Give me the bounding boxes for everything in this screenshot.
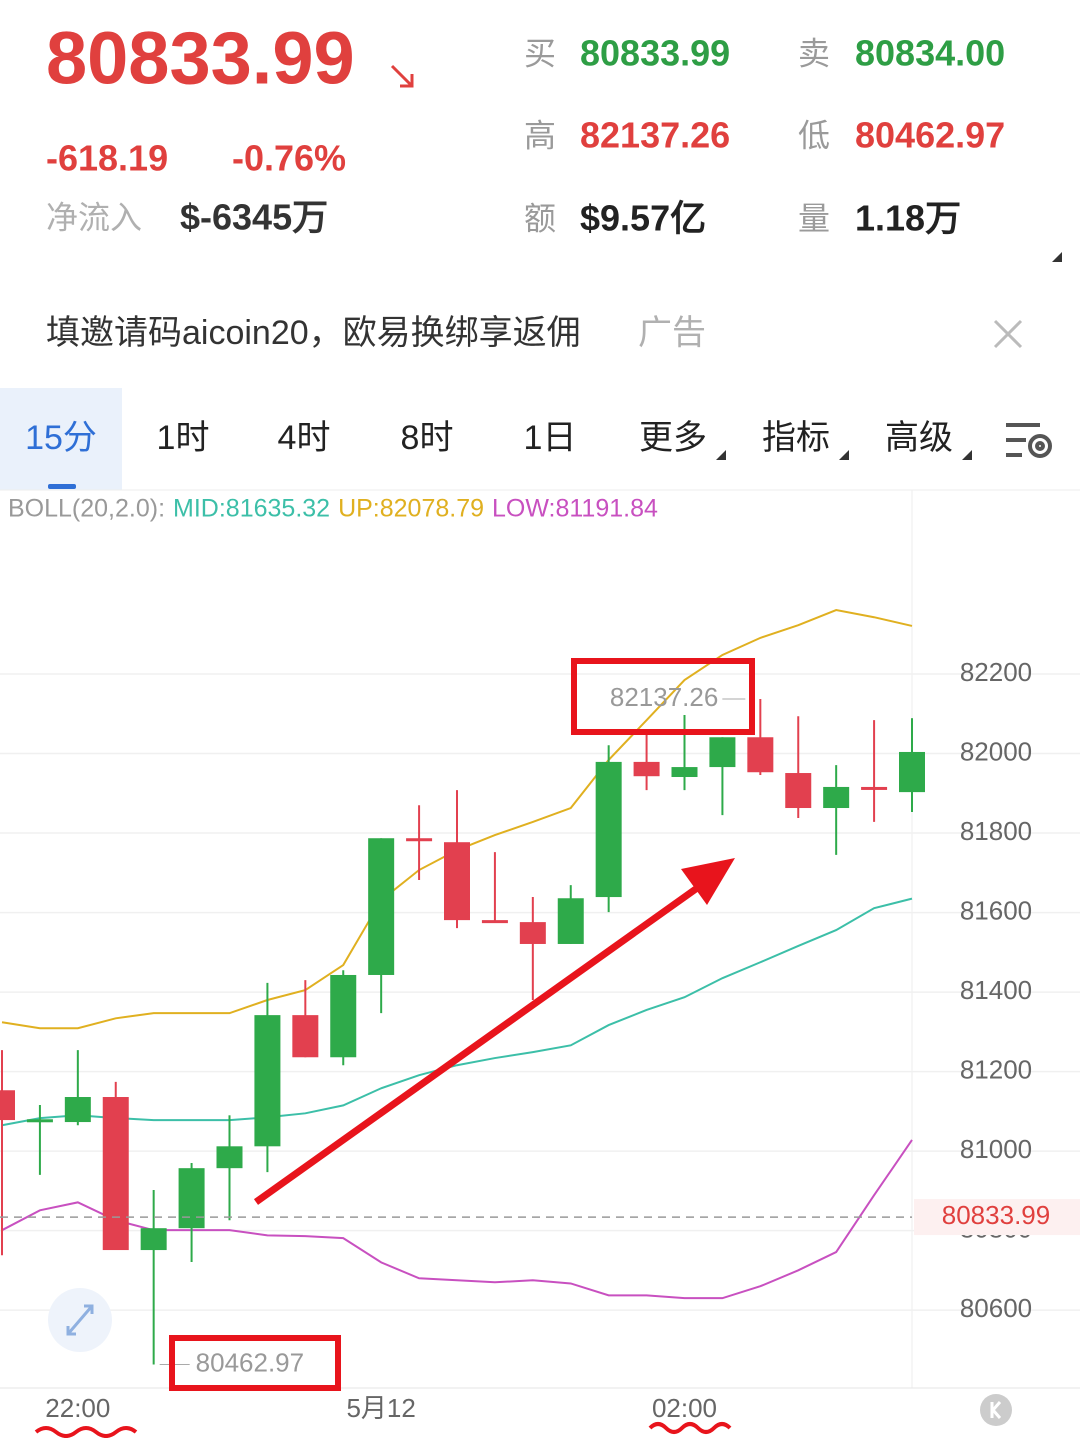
candle-body (216, 1146, 243, 1169)
high-label: 82137.26 (610, 682, 718, 712)
tab[interactable]: 15分 (25, 419, 97, 457)
last-price-label: 80833.99 (942, 1200, 1050, 1230)
low-label: 80462.97 (196, 1347, 304, 1377)
x-tick-label: 22:00 (45, 1393, 110, 1423)
legend-entry: UP:82078.79 (338, 495, 484, 523)
candle-body (0, 1090, 15, 1121)
candle-body (785, 773, 812, 809)
expand-button[interactable] (48, 1288, 112, 1352)
candle-body (481, 920, 508, 924)
candle-body (823, 786, 850, 809)
change: -618.19 (46, 138, 168, 179)
last-price-tag (914, 1199, 1080, 1236)
stat-value: 1.18万 (855, 198, 961, 239)
y-tick-label: 81600 (960, 895, 1032, 925)
tab[interactable]: 高级 (885, 419, 953, 457)
candle-body (102, 1097, 129, 1251)
trend-arrow-head (681, 858, 735, 905)
change-pct: -0.76% (232, 138, 346, 179)
candle-body (254, 1015, 281, 1147)
active-tab-bg (0, 388, 122, 490)
tab[interactable]: 8时 (401, 419, 454, 457)
candle-body (368, 838, 395, 975)
ad-tag: 广告 (638, 314, 706, 352)
candle-body (671, 767, 698, 778)
settings-button[interactable] (1006, 423, 1052, 458)
y-tick-label: 81200 (960, 1054, 1032, 1084)
price: 80833.99 (46, 17, 355, 100)
stat-label: 量 (798, 200, 830, 236)
candle-body (26, 1119, 53, 1123)
tab[interactable]: 更多 (639, 419, 707, 457)
underline-mark (34, 1426, 138, 1438)
x-tick-label: 02:00 (652, 1393, 717, 1423)
candle-body (519, 922, 546, 944)
stat-label: 高 (524, 117, 556, 153)
stat-label: 低 (798, 117, 830, 153)
y-tick-label: 82000 (960, 736, 1032, 766)
stat-value: $9.57亿 (580, 198, 706, 239)
active-tab-indicator (48, 484, 76, 489)
underline-mark (648, 1422, 732, 1434)
stat-label: 买 (524, 35, 556, 71)
highlight-box (169, 1335, 341, 1391)
y-tick-label: 80600 (960, 1293, 1032, 1323)
candle-body (140, 1228, 167, 1251)
y-tick-label: 82200 (960, 657, 1032, 687)
boll-line (1, 1139, 913, 1300)
candle-body (178, 1168, 205, 1229)
candle-body (64, 1097, 91, 1123)
corner-icon (1052, 252, 1062, 262)
tab[interactable]: 1日 (524, 419, 577, 457)
candle-body (406, 838, 433, 842)
candle-body (292, 1015, 319, 1058)
close-button[interactable] (993, 319, 1023, 349)
candle-body (595, 761, 622, 898)
candle-body (899, 751, 925, 793)
ad-text[interactable]: 填邀请码aicoin20，欧易换绑享返佣 (46, 314, 581, 352)
tab[interactable]: 4时 (278, 419, 331, 457)
highlight-box (571, 658, 755, 735)
trend-arrow (253, 883, 703, 1205)
y-tick-label: 81800 (960, 816, 1032, 846)
candle-body (444, 842, 470, 921)
candle-body (747, 737, 774, 773)
legend-entry: LOW:81191.84 (492, 495, 658, 523)
stat-label: 卖 (798, 35, 830, 71)
candle-body (330, 974, 357, 1058)
legend-entry: MID:81635.32 (173, 495, 330, 523)
kline-button[interactable] (980, 1394, 1012, 1426)
candle-body (557, 898, 584, 944)
stat-value: 80462.97 (855, 115, 1005, 156)
stat-value: 82137.26 (580, 115, 730, 156)
tab[interactable]: 指标 (762, 419, 830, 457)
stat-label: 额 (524, 200, 556, 236)
candle-body (709, 737, 736, 768)
dropdown-icons (716, 450, 972, 460)
boll-line (1, 897, 913, 1127)
stat-value: 80834.00 (855, 33, 1005, 74)
stat-value: 80833.99 (580, 33, 730, 74)
y-tick-label: 81000 (960, 1134, 1032, 1164)
indicator-label: BOLL(20,2.0): (8, 495, 165, 523)
plot: 8060080800810008120081400816008180082000… (0, 495, 1080, 1423)
inflow-label: 净流入 (46, 199, 142, 235)
y-tick-label: 81400 (960, 975, 1032, 1005)
candle-body (633, 761, 660, 777)
inflow: $-6345万 (180, 197, 328, 238)
down-arrow-icon (390, 64, 414, 88)
candle-body (861, 786, 888, 790)
tab[interactable]: 1时 (157, 419, 210, 457)
x-tick-label: 5月12 (346, 1393, 415, 1423)
